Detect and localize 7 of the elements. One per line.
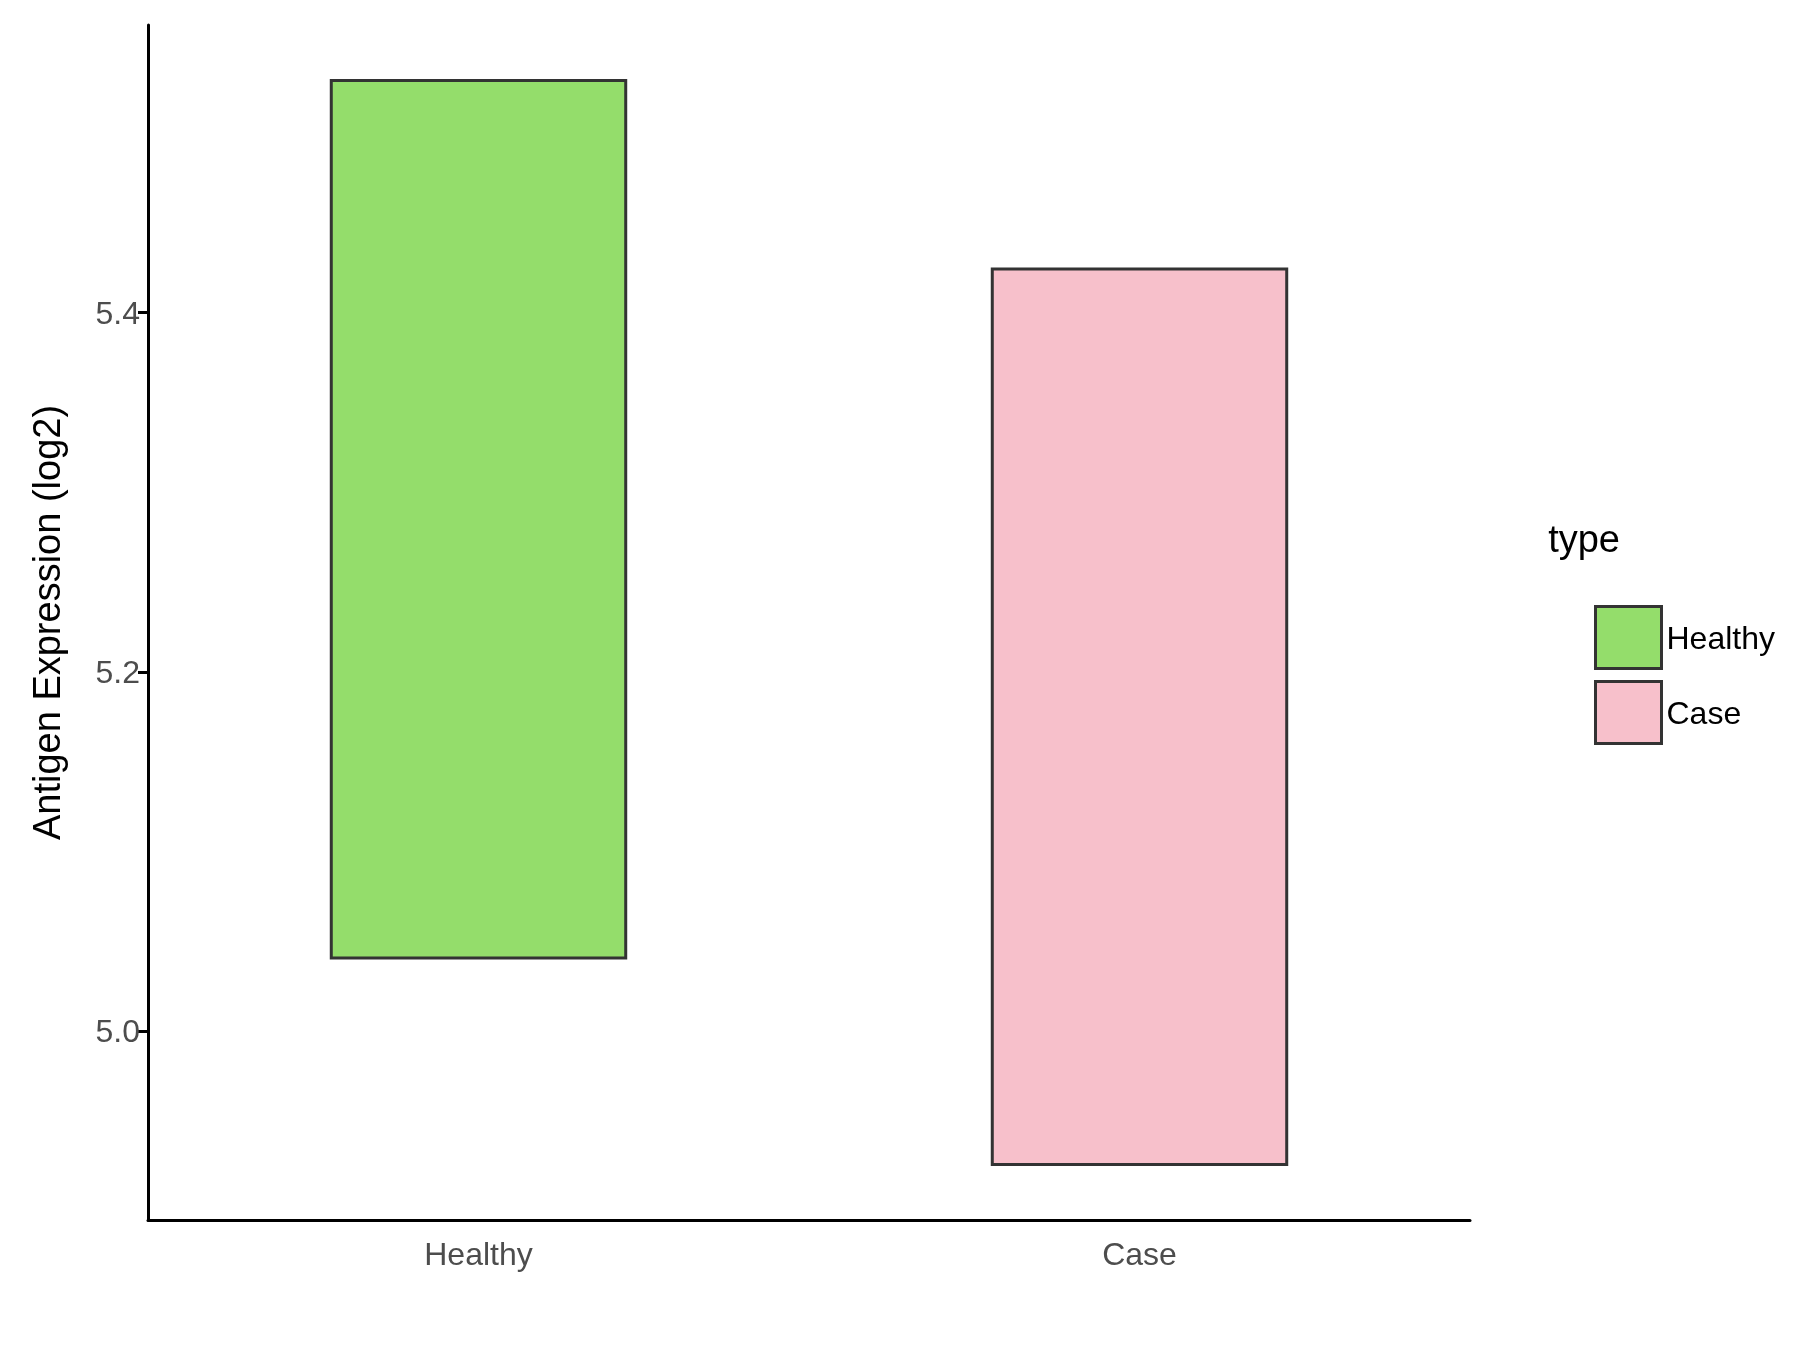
y-axis-title: Antigen Expression (log2) xyxy=(26,404,68,841)
legend-label: Healthy xyxy=(1666,619,1775,656)
legend-title: type xyxy=(1548,518,1620,560)
y-tick-label: 5.0 xyxy=(95,1013,140,1050)
y-tick-label: 5.2 xyxy=(95,653,140,690)
y-tick-label: 5.4 xyxy=(95,294,140,331)
legend-label: Case xyxy=(1666,694,1742,731)
